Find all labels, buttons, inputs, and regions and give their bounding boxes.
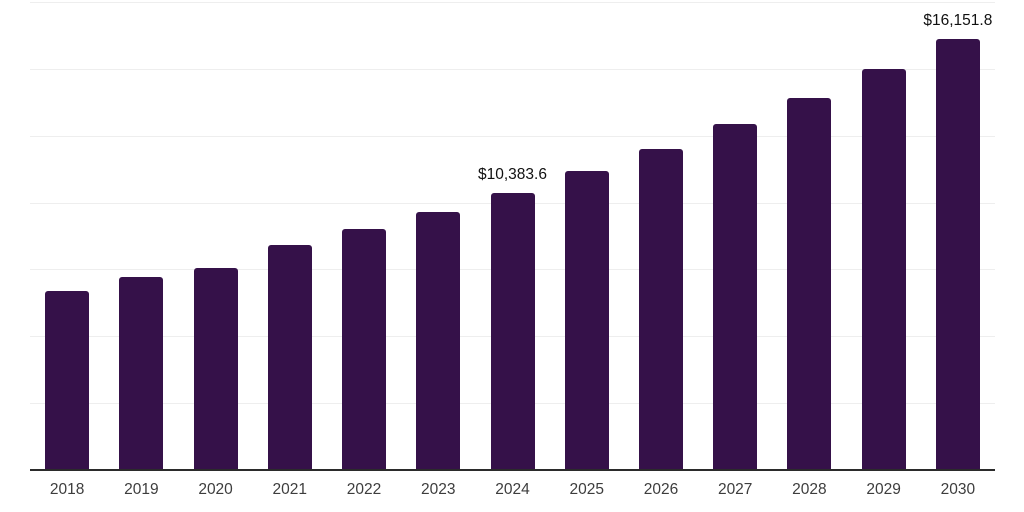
gridline (30, 68, 995, 70)
bar-2027 (713, 124, 758, 471)
bar-2018 (45, 290, 90, 471)
bar-2021 (267, 245, 312, 471)
bar-2024 (490, 193, 535, 471)
x-tick-label-2020: 2020 (198, 481, 233, 498)
x-tick-label-2025: 2025 (569, 481, 604, 498)
gridline (30, 2, 995, 3)
value-label-2024: $10,383.6 (478, 166, 547, 184)
plot-area: $10,383.6 $16,151.8 (30, 0, 995, 471)
x-tick-label-2028: 2028 (792, 481, 827, 498)
x-tick-label-2019: 2019 (124, 481, 159, 498)
x-tick-label-2023: 2023 (421, 481, 456, 498)
x-tick-label-2024: 2024 (495, 481, 530, 498)
bar-2025 (564, 171, 609, 471)
bar-2030 (935, 39, 980, 471)
x-tick-label-2027: 2027 (717, 481, 753, 498)
gridline (30, 135, 995, 137)
bar-2020 (193, 267, 238, 471)
x-axis-line (30, 469, 995, 471)
x-axis: 2018 2019 2020 2021 2022 2023 2024 2025 2026 2027… (30, 481, 995, 505)
bar-2026 (638, 149, 683, 471)
bar-2019 (119, 276, 164, 471)
x-tick-label-2029: 2029 (866, 481, 901, 498)
x-tick-label-2026: 2026 (643, 481, 679, 498)
x-tick-label-2021: 2021 (272, 481, 308, 498)
x-tick-label-2018: 2018 (49, 481, 85, 498)
x-tick-label-2030: 2030 (940, 481, 976, 498)
bar-2023 (416, 212, 461, 471)
bar-2028 (787, 98, 832, 471)
bar-2029 (861, 68, 906, 471)
x-tick-label-2022: 2022 (346, 481, 382, 498)
bar-2022 (342, 228, 387, 471)
value-label-2030: $16,151.8 (923, 12, 993, 30)
